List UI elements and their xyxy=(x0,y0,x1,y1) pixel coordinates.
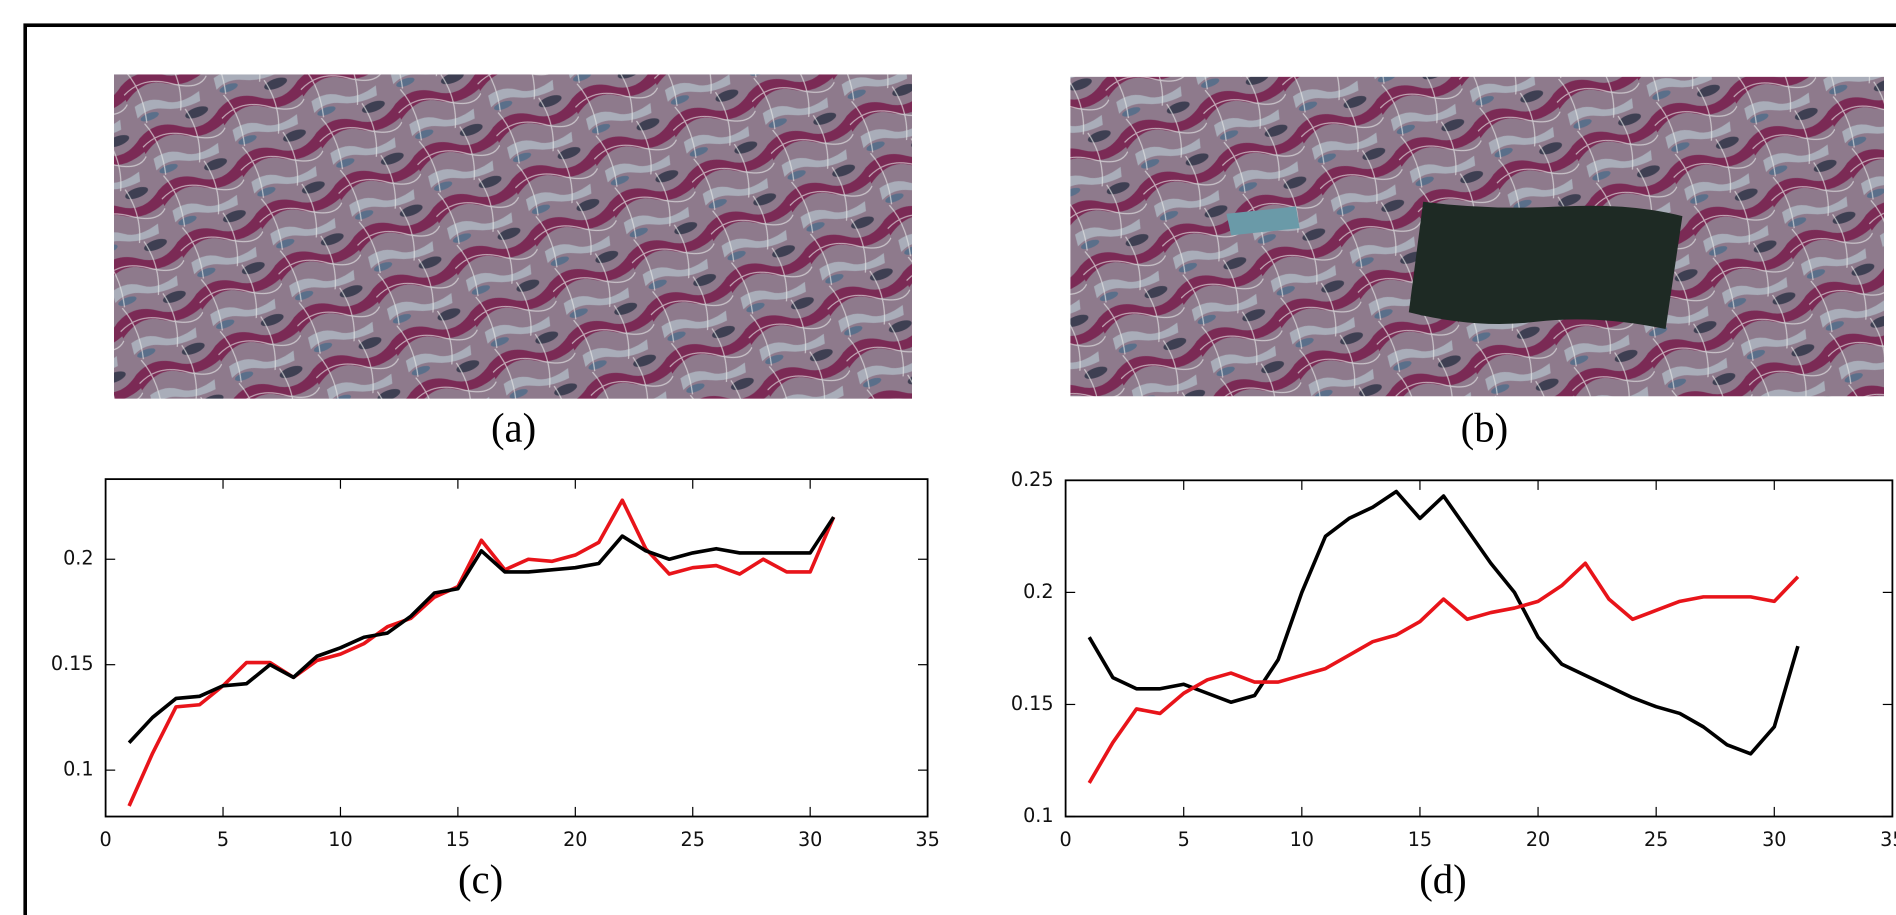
photo-a xyxy=(114,74,912,399)
x-tick-label: 15 xyxy=(446,828,470,851)
series-line xyxy=(127,498,836,807)
y-tick-label: 0.15 xyxy=(51,652,94,675)
y-tick-label: 0.25 xyxy=(1011,468,1054,491)
plot-frame xyxy=(1064,479,1894,818)
x-tick-label: 25 xyxy=(1644,828,1668,851)
x-tick-label: 30 xyxy=(798,828,822,851)
caption: (d) xyxy=(1419,857,1467,902)
y-tick-label: 0.2 xyxy=(1023,580,1054,603)
small-patch xyxy=(1226,206,1300,236)
defect-patch xyxy=(1408,201,1683,330)
plot-frame xyxy=(104,478,929,818)
y-tick-label: 0.1 xyxy=(63,758,94,781)
series-line xyxy=(1087,561,1800,784)
y-tick-label: 0.2 xyxy=(63,547,94,570)
x-tick-label: 15 xyxy=(1408,828,1432,851)
figure-frame xyxy=(23,23,1896,915)
x-tick-label: 10 xyxy=(328,828,352,851)
series-line xyxy=(1087,489,1800,756)
y-tick-label: 0.1 xyxy=(1023,804,1054,827)
x-tick-label: 5 xyxy=(1178,828,1190,851)
x-tick-label: 0 xyxy=(1059,828,1071,851)
x-tick-label: 0 xyxy=(99,828,111,851)
x-tick-label: 20 xyxy=(563,828,587,851)
x-tick-label: 35 xyxy=(915,828,939,851)
x-tick-label: 25 xyxy=(681,828,705,851)
x-tick-label: 30 xyxy=(1762,828,1786,851)
x-tick-label: 5 xyxy=(217,828,229,851)
x-tick-label: 20 xyxy=(1526,828,1550,851)
caption: (c) xyxy=(458,857,503,902)
caption: (a) xyxy=(491,406,536,451)
x-tick-label: 35 xyxy=(1880,828,1896,851)
y-tick-label: 0.15 xyxy=(1011,692,1054,715)
series-line xyxy=(127,516,836,744)
x-tick-label: 10 xyxy=(1290,828,1314,851)
caption: (b) xyxy=(1461,406,1509,451)
